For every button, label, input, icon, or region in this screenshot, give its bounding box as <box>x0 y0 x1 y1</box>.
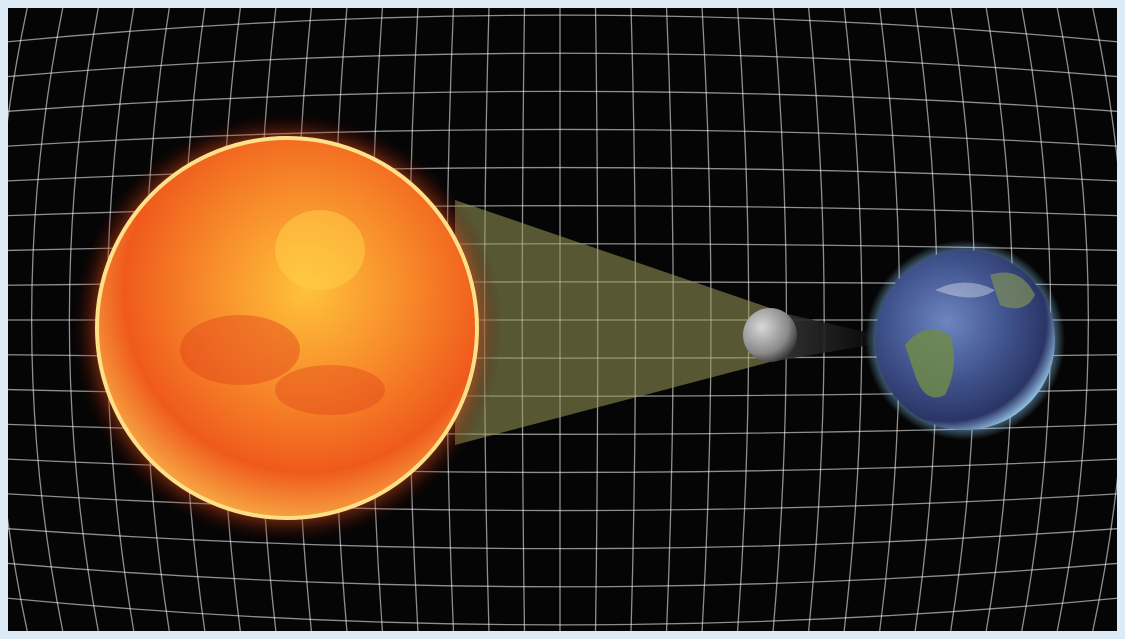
sun <box>97 138 477 518</box>
grid-line <box>8 633 1117 639</box>
sun-spot <box>180 315 300 385</box>
image-frame <box>0 0 1125 639</box>
page: (() => { const data = JSON.parse(documen… <box>0 0 1125 639</box>
moon <box>743 308 797 362</box>
sun-highlight <box>275 210 365 290</box>
grid-line <box>8 0 1117 7</box>
eclipse-illustration <box>0 0 1125 639</box>
sun-spot <box>275 365 385 415</box>
earth <box>875 250 1055 430</box>
